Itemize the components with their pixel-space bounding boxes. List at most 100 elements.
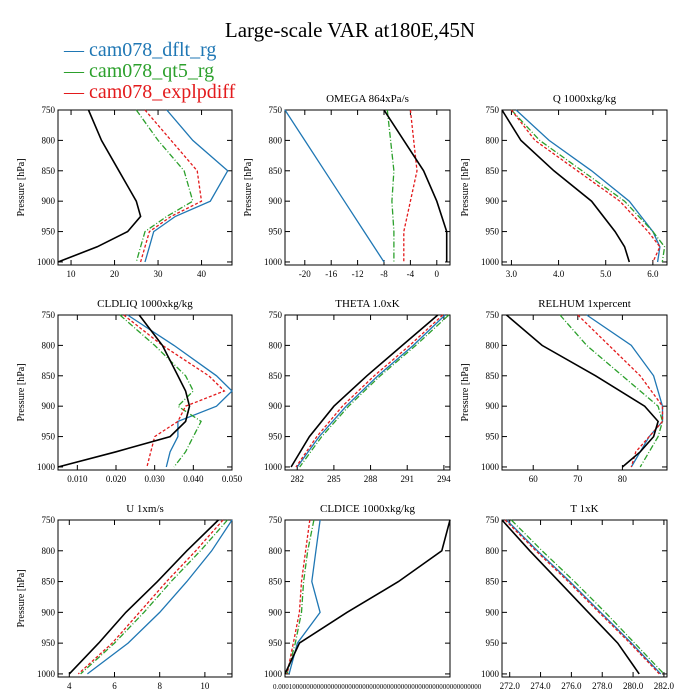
series-line-1	[127, 314, 233, 468]
y-tick-label: 900	[42, 401, 56, 411]
y-tick-label: 950	[42, 227, 56, 237]
legend-item-3: — cam078_explpdiff	[64, 81, 236, 103]
y-tick-label: 1000	[37, 257, 56, 267]
y-tick-label: 800	[486, 340, 500, 350]
y-tick-label: 750	[269, 105, 283, 115]
panel-3: Q 1000xkg/kg Pressure [hPa] 750 800 850 900 95…	[460, 93, 668, 279]
series-line-2	[286, 519, 315, 675]
x-tick-label: 6	[112, 681, 117, 691]
panel-title: Q 1000xkg/kg	[553, 93, 617, 105]
x-tick-label: 288	[364, 474, 378, 484]
plot-frame	[501, 109, 668, 266]
panel-title: T 1xK	[570, 503, 598, 515]
x-tick-label: 10	[200, 681, 210, 691]
x-tick-label: 280.0	[623, 681, 644, 691]
y-tick-label: 750	[486, 515, 500, 525]
plot-frame	[57, 109, 233, 266]
panel-6: RELHUM 1xpercent Pressure [hPa] 750 800 850 9…	[460, 298, 668, 484]
y-tick-label: 850	[42, 577, 56, 587]
y-tick-label: 900	[269, 607, 283, 617]
x-tick-label: 0	[435, 269, 440, 279]
y-tick-label: 800	[42, 135, 56, 145]
y-tick-label: 900	[42, 196, 56, 206]
series-line-4	[57, 109, 142, 263]
x-tick-label: 8	[157, 681, 162, 691]
series-line-1	[296, 314, 446, 468]
y-tick-label: 800	[486, 546, 500, 556]
y-axis-label: Pressure [hPa]	[460, 158, 471, 216]
y-tick-label: 900	[486, 607, 500, 617]
y-tick-label: 850	[486, 577, 500, 587]
x-tick-label: 278.0	[592, 681, 613, 691]
x-tick-label: 20	[110, 269, 120, 279]
y-axis-label: Pressure [hPa]	[243, 158, 254, 216]
figure-title: Large-scale VAR at180E,45N	[224, 18, 476, 42]
y-tick-label: 950	[486, 638, 500, 648]
x-tick-label: 3.0	[506, 269, 518, 279]
series-line-2	[510, 109, 666, 263]
y-tick-label: 1000	[264, 669, 283, 679]
x-tick-label: 276.0	[561, 681, 582, 691]
y-tick-label: 800	[42, 546, 56, 556]
series-line-3	[510, 109, 661, 263]
plot-frame	[284, 314, 451, 471]
series-line-3	[286, 519, 311, 675]
series-line-2	[80, 519, 228, 675]
y-axis-label: Pressure [hPa]	[16, 363, 27, 421]
x-tick-label: 294	[437, 474, 451, 484]
panel-title: CLDLIQ 1000xkg/kg	[97, 298, 193, 310]
series-line-1	[284, 109, 385, 263]
x-tick-label: 80	[618, 474, 628, 484]
x-tick-label: 40	[197, 269, 207, 279]
panel-title: RELHUM 1xpercent	[538, 298, 631, 310]
series-line-2	[119, 314, 202, 468]
series-line-1	[144, 109, 229, 263]
legend-label-3: cam078_explpdiff	[89, 81, 236, 103]
y-tick-label: 750	[42, 310, 56, 320]
plot-frame	[57, 314, 233, 471]
x-tick-label: 291	[400, 474, 414, 484]
y-tick-label: 800	[269, 546, 283, 556]
x-tick-label: 0.010	[67, 474, 88, 484]
x-tick-label: 60	[529, 474, 539, 484]
series-line-3	[577, 314, 664, 468]
panel-title: OMEGA 864xPa/s	[326, 93, 409, 105]
series-line-4	[290, 314, 439, 468]
x-tick-label: 5.0	[600, 269, 612, 279]
y-tick-label: 850	[269, 371, 283, 381]
x-tick-label: -12	[352, 269, 364, 279]
y-tick-label: 750	[42, 105, 56, 115]
x-tick-label: 4.0	[553, 269, 565, 279]
y-tick-label: 850	[42, 166, 56, 176]
y-axis-label: Pressure [hPa]	[16, 569, 27, 627]
y-tick-label: 1000	[37, 669, 56, 679]
y-tick-label: 800	[269, 340, 283, 350]
legend-label-1: cam078_dflt_rg	[89, 39, 217, 61]
plot-frame	[284, 109, 451, 266]
y-tick-label: 1000	[264, 462, 283, 472]
y-tick-label: 1000	[481, 669, 500, 679]
panel-8: CLDICE 1000xkg/kg 750 800 850 900 950 1000 0.00…	[264, 503, 482, 691]
x-tick-label: 274.0	[530, 681, 551, 691]
panel-5: THETA 1.0xK 750 800 850 900 950 1000 282 285 288 2…	[264, 298, 451, 484]
series-line-4	[501, 109, 631, 263]
x-tick-label: 70	[573, 474, 583, 484]
y-tick-label: 850	[269, 166, 283, 176]
y-axis-label: Pressure [hPa]	[460, 363, 471, 421]
x-tick-label: 282.0	[654, 681, 675, 691]
series-line-2	[510, 519, 665, 675]
y-tick-label: 850	[486, 371, 500, 381]
series-line-4	[284, 519, 451, 675]
series-line-4	[505, 314, 659, 468]
series-line-1	[506, 519, 662, 675]
x-tick-label: 285	[327, 474, 341, 484]
y-tick-label: 800	[486, 135, 500, 145]
x-tick-label: 272.0	[500, 681, 521, 691]
y-tick-label: 950	[42, 432, 56, 442]
y-tick-label: 900	[269, 401, 283, 411]
y-tick-label: 800	[42, 340, 56, 350]
y-tick-label: 950	[269, 432, 283, 442]
x-tick-label: 4	[67, 681, 72, 691]
